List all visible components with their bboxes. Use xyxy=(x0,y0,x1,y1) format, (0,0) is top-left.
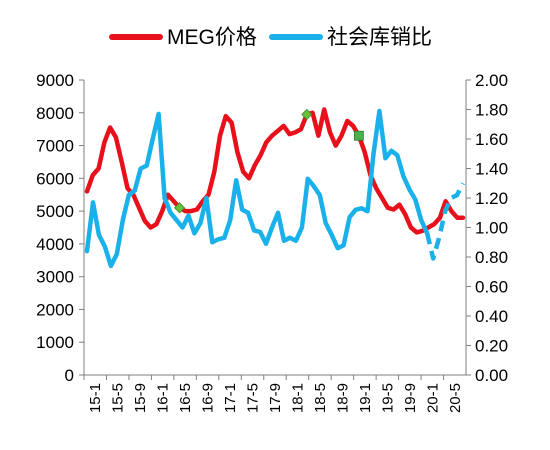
point-marker-diamond xyxy=(173,202,186,214)
x-tick-label: 20-1 xyxy=(424,383,441,413)
x-tick-label: 19-9 xyxy=(402,383,419,413)
right-tick-label: 1.00 xyxy=(475,219,508,238)
x-tick-label: 19-1 xyxy=(357,383,374,413)
left-tick-label: 5000 xyxy=(36,202,74,221)
x-tick-label: 17-5 xyxy=(245,383,262,413)
right-tick-label: 0.20 xyxy=(475,337,508,356)
legend-label-0: MEG价格 xyxy=(167,26,257,49)
left-tick-label: 6000 xyxy=(36,169,74,188)
series-line-1 xyxy=(84,108,430,269)
right-tick-label: 0.80 xyxy=(475,248,508,267)
series-line-1-dashed xyxy=(425,182,466,261)
point-marker-square xyxy=(353,130,364,141)
right-tick-label: 1.40 xyxy=(475,160,508,179)
right-tick-label: 1.60 xyxy=(475,130,508,149)
series-line-0 xyxy=(84,107,466,235)
x-tick-label: 18-1 xyxy=(289,383,306,413)
x-tick-label: 20-5 xyxy=(447,383,464,413)
left-tick-label: 2000 xyxy=(36,300,74,319)
x-tick-label: 18-9 xyxy=(334,383,351,413)
right-tick-label: 1.20 xyxy=(475,189,508,208)
plot-lines xyxy=(84,107,466,269)
x-tick-label: 15-1 xyxy=(87,383,104,413)
x-tick-label: 18-5 xyxy=(312,383,329,413)
x-tick-label: 15-5 xyxy=(110,383,127,413)
x-tick-label: 17-9 xyxy=(267,383,284,413)
legend: MEG价格 社会库销比 xyxy=(109,26,432,49)
x-tick-label: 16-1 xyxy=(155,383,172,413)
point-marker-diamond xyxy=(301,108,313,120)
right-tick-label: 0.00 xyxy=(475,366,508,385)
left-tick-label: 4000 xyxy=(36,235,74,254)
legend-label-1: 社会库销比 xyxy=(327,26,432,49)
x-tick-label: 17-1 xyxy=(222,383,239,413)
left-tick-label: 1000 xyxy=(36,333,74,352)
right-tick-label: 0.60 xyxy=(475,278,508,297)
point-markers xyxy=(173,108,364,214)
right-tick-label: 1.80 xyxy=(475,101,508,120)
right-tick-label: 0.40 xyxy=(475,307,508,326)
left-tick-label: 0 xyxy=(65,366,74,385)
axes: 0 1000 2000 3000 4000 5000 6000 7000 8000 9000 0.0… xyxy=(36,71,508,413)
x-tick-label: 15-9 xyxy=(132,383,149,413)
left-tick-label: 8000 xyxy=(36,104,74,123)
x-tick-label: 16-9 xyxy=(200,383,217,413)
x-tick-label: 19-5 xyxy=(379,383,396,413)
left-tick-label: 3000 xyxy=(36,268,74,287)
right-tick-label: 2.00 xyxy=(475,71,508,90)
x-tick-label: 16-5 xyxy=(177,383,194,413)
left-tick-label: 9000 xyxy=(36,71,74,90)
left-tick-label: 7000 xyxy=(36,137,74,156)
